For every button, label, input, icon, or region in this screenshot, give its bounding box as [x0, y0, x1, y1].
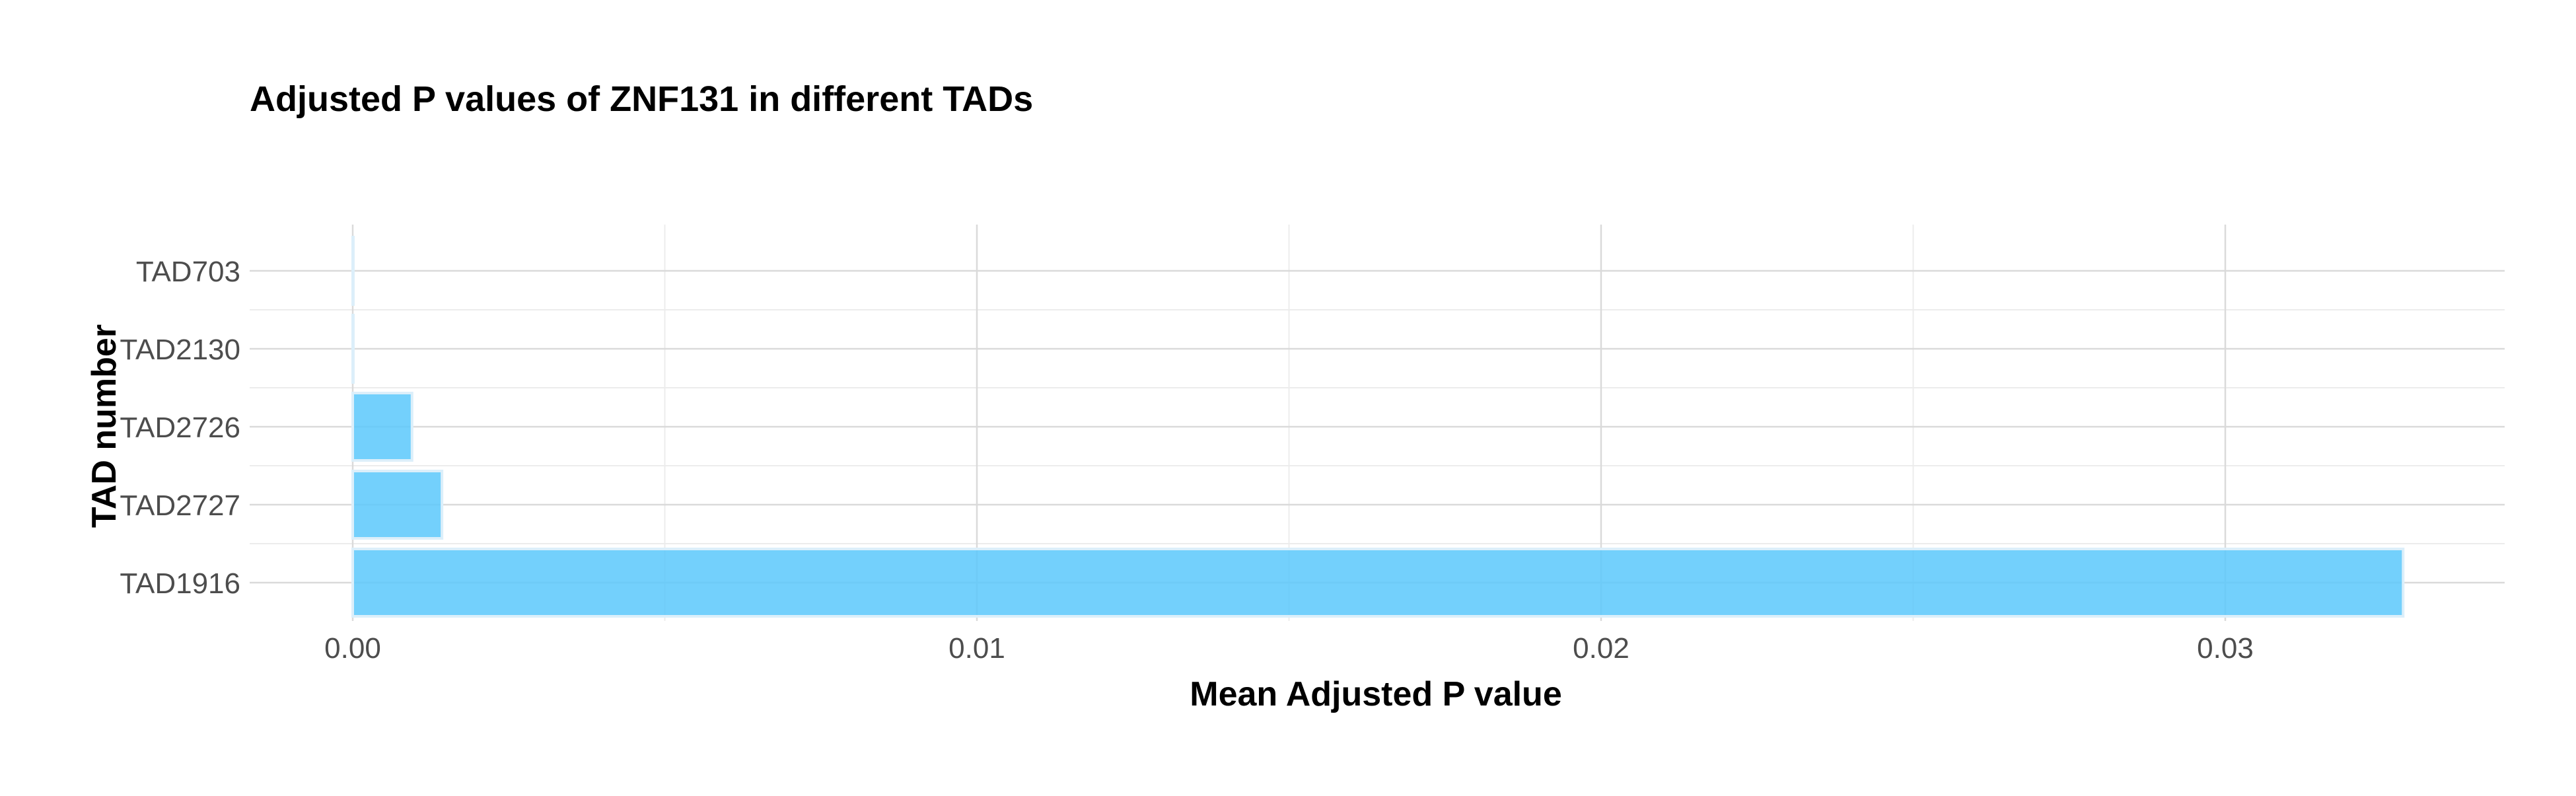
bars	[351, 236, 2405, 618]
y-tick-label: TAD2130	[120, 334, 240, 366]
x-tick-label: 0.00	[324, 632, 381, 665]
minor-gridlines	[250, 225, 2505, 621]
x-tick-label: 0.01	[948, 632, 1005, 665]
bar-tad2727	[351, 470, 444, 540]
y-tick-label: TAD1916	[120, 567, 240, 600]
x-tick-label: 0.03	[2197, 632, 2254, 665]
y-axis-tick-labels: TAD703 TAD2130 TAD2726 TAD2727 TAD1916	[120, 256, 240, 600]
chart-title: Adjusted P values of ZNF131 in different…	[250, 79, 1033, 119]
bar-tad2726	[351, 392, 413, 462]
y-tick-label: TAD2726	[120, 412, 240, 444]
y-axis-label: TAD number	[85, 324, 124, 528]
y-tick-label: TAD703	[136, 256, 240, 288]
x-tick-label: 0.02	[1573, 632, 1629, 665]
x-axis-label: Mean Adjusted P value	[1190, 675, 1562, 713]
bar-tad1916	[351, 548, 2405, 618]
x-axis-tick-labels: 0.00 0.01 0.02 0.03	[324, 632, 2254, 665]
y-tick-label: TAD2727	[120, 489, 240, 522]
